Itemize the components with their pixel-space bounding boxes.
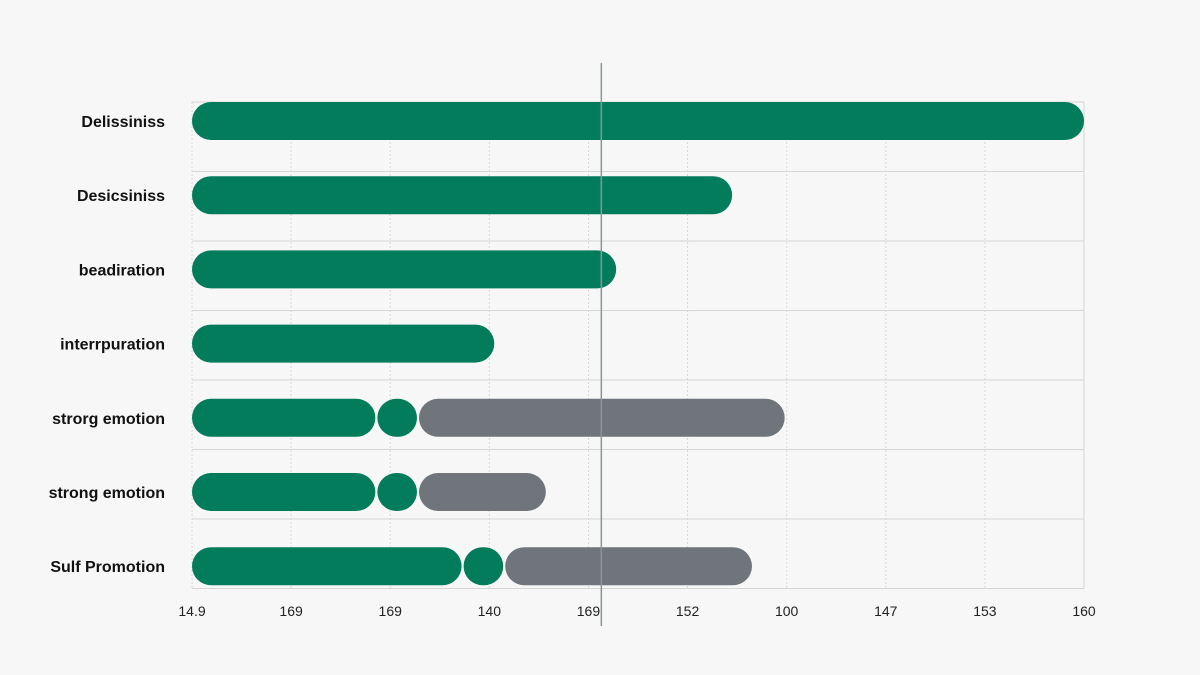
- category-label: Delissiniss: [81, 114, 165, 131]
- bar-4-series-0: [192, 398, 376, 437]
- x-axis-ticks: 14.9 169 169 140 169 152 100 147 153 160: [178, 603, 1096, 619]
- x-tick-label: 152: [676, 603, 700, 619]
- category-label: Desicsiniss: [77, 188, 165, 205]
- grid: [191, 101, 1085, 589]
- x-tick-label: 140: [478, 603, 502, 619]
- bar-2-series-0: [192, 250, 617, 289]
- category-label: strorg emotion: [52, 411, 165, 428]
- bar-3-series-0: [192, 324, 495, 363]
- category-label: interrpuration: [60, 337, 165, 354]
- bar-1-series-0: [192, 176, 733, 215]
- bar-6-series-2: [505, 547, 752, 586]
- bar-6-series-1: [463, 547, 504, 586]
- bar-0-series-0: [192, 102, 1084, 140]
- x-tick-label: 160: [1072, 603, 1096, 619]
- bar-6-series-0: [192, 547, 462, 586]
- category-label: strong emotion: [49, 485, 165, 502]
- bar-5-series-2: [418, 473, 546, 511]
- x-tick-label: 14.9: [178, 603, 205, 619]
- category-label: beadiration: [79, 262, 165, 279]
- x-tick-label: 100: [775, 603, 799, 619]
- x-tick-label: 169: [577, 603, 601, 619]
- x-tick-label: 169: [379, 603, 403, 619]
- category-labels: Delissiniss Desicsiniss beadiration interrp…: [49, 114, 166, 576]
- x-tick-label: 153: [973, 603, 997, 619]
- bar-5-series-0: [192, 473, 376, 511]
- x-tick-label: 169: [279, 603, 303, 619]
- bars: [192, 102, 1084, 586]
- x-tick-label: 147: [874, 603, 898, 619]
- category-label: Sulf Promotion: [50, 559, 165, 576]
- bar-4-series-1: [377, 398, 417, 437]
- bar-5-series-1: [377, 473, 417, 511]
